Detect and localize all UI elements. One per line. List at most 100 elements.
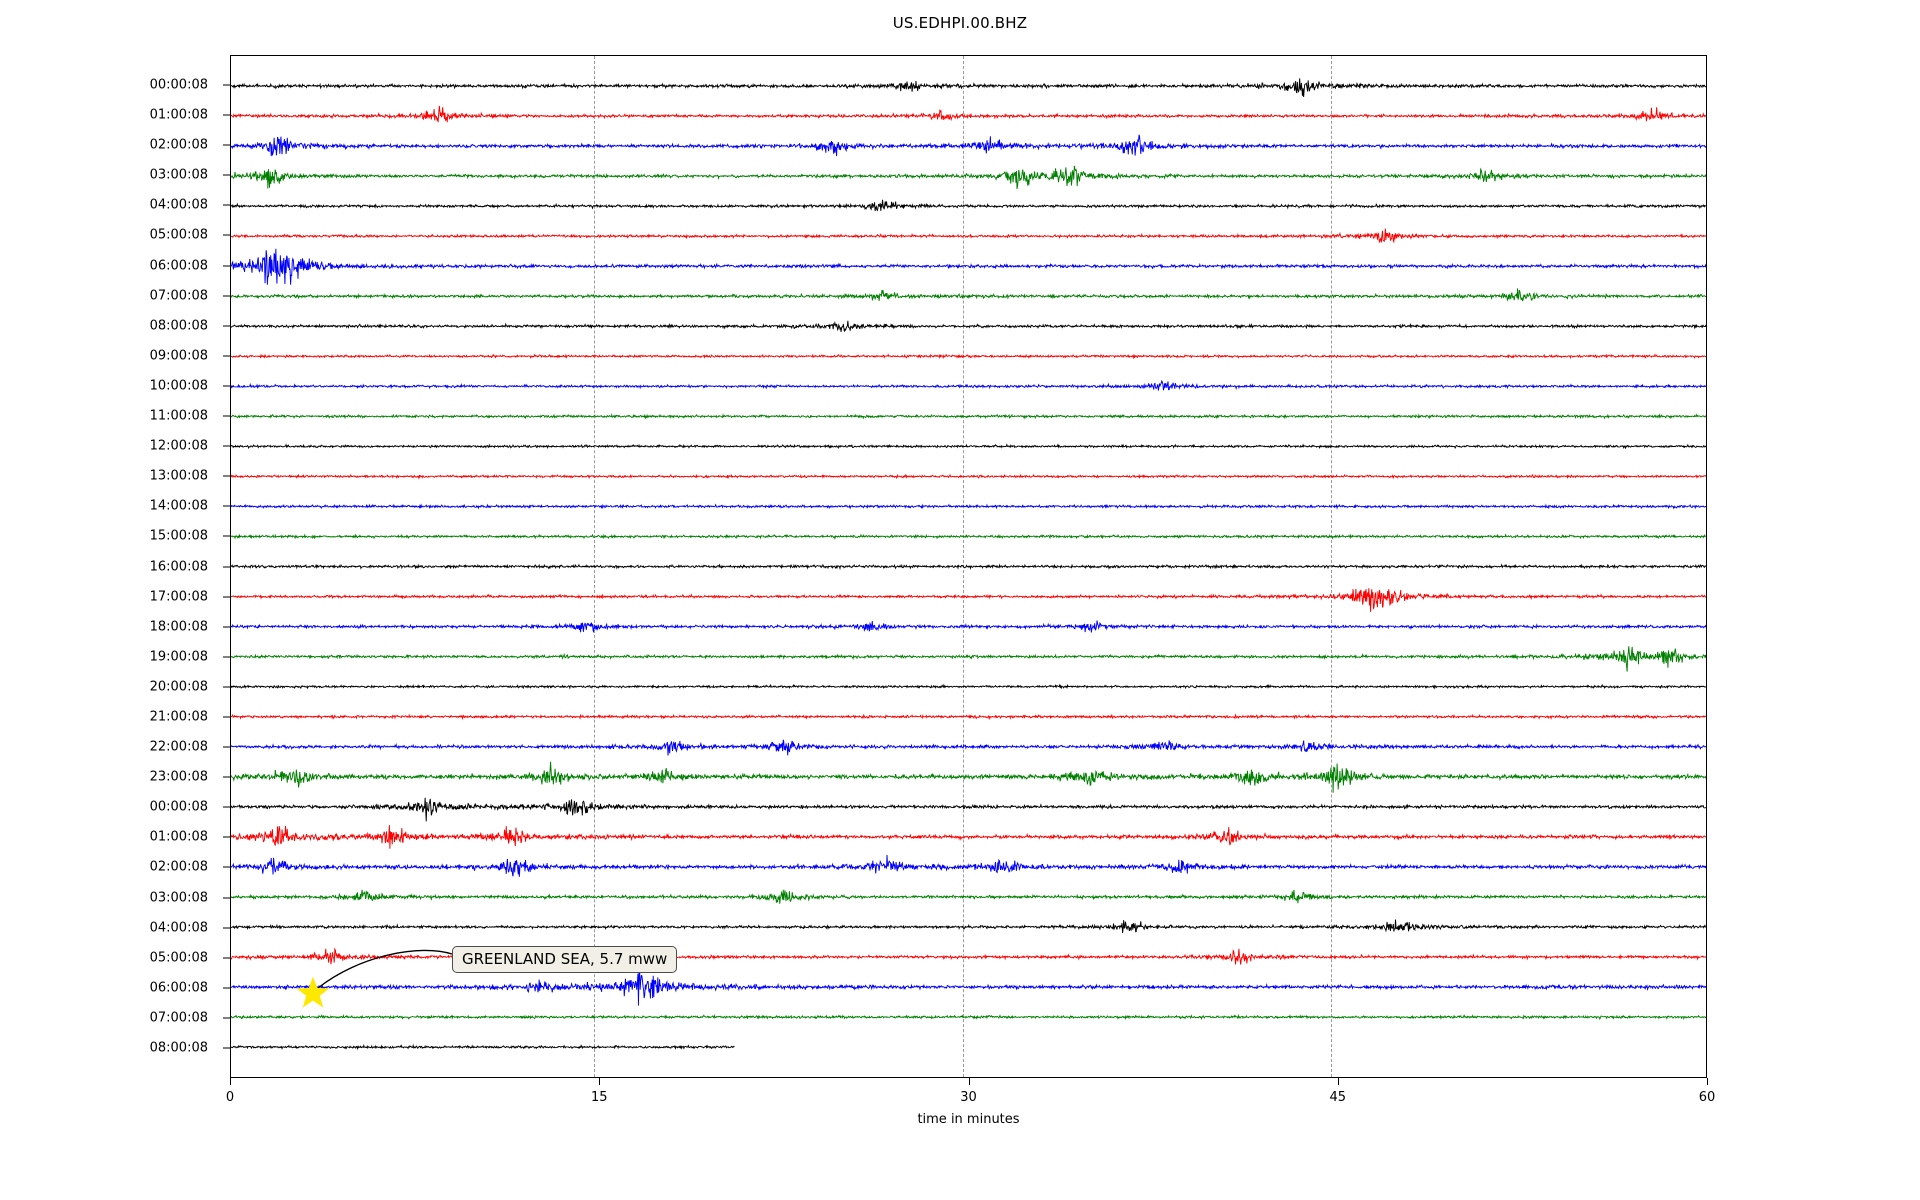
gridline-15: [593, 56, 595, 1077]
waveform-trace: [231, 683, 1706, 690]
y-tick-label: 20:00:08: [149, 679, 208, 695]
y-tick-label: 07:00:08: [149, 1010, 208, 1026]
waveform-trace: [231, 379, 1706, 391]
y-tick-label: 09:00:08: [149, 348, 208, 364]
waveform-trace: [231, 889, 1706, 904]
y-tick-label: 11:00:08: [149, 408, 208, 424]
y-tick-mark: [223, 535, 230, 537]
y-tick-mark: [223, 114, 230, 116]
y-tick-label: 21:00:08: [149, 709, 208, 725]
y-tick-mark: [223, 174, 230, 176]
y-tick-label: 07:00:08: [149, 288, 208, 304]
y-tick-label: 18:00:08: [149, 619, 208, 635]
event-annotation-label: GREENLAND SEA, 5.7 mww: [452, 946, 678, 973]
y-tick-mark: [223, 295, 230, 297]
waveform-trace: [231, 320, 1706, 333]
waveform-trace: [231, 443, 1706, 450]
waveform-trace: [231, 248, 1706, 285]
y-tick-label: 17:00:08: [149, 589, 208, 605]
y-tick-mark: [223, 325, 230, 327]
y-tick-mark: [223, 927, 230, 929]
waveform-trace: [231, 646, 1706, 672]
y-tick-mark: [223, 505, 230, 507]
waveform-trace: [231, 739, 1706, 756]
y-tick-label: 13:00:08: [149, 468, 208, 484]
y-tick-mark: [223, 596, 230, 598]
y-tick-mark: [223, 415, 230, 417]
waveform-trace: [231, 563, 1706, 571]
y-tick-label: 00:00:08: [149, 799, 208, 815]
y-tick-label: 08:00:08: [149, 318, 208, 334]
y-tick-mark: [223, 626, 230, 628]
y-tick-mark: [223, 716, 230, 718]
y-tick-mark: [223, 475, 230, 477]
waveform-trace: [231, 199, 1706, 212]
x-tick-label: 45: [1329, 1090, 1347, 1105]
waveform-trace: [231, 413, 1706, 420]
y-tick-mark: [223, 355, 230, 357]
waveform-trace: [231, 588, 1706, 612]
x-axis-label: time in minutes: [917, 1112, 1020, 1127]
y-tick-label: 06:00:08: [149, 258, 208, 274]
waveform-trace: [231, 620, 1706, 634]
y-tick-label: 22:00:08: [149, 739, 208, 755]
y-tick-mark: [223, 806, 230, 808]
y-tick-label: 02:00:08: [149, 137, 208, 153]
waveform-trace: [231, 78, 1706, 97]
waveform-trace: [231, 761, 1706, 793]
x-tick-mark: [230, 1078, 231, 1085]
waveform-trace: [231, 797, 1706, 822]
y-tick-label: 04:00:08: [149, 920, 208, 936]
helicorder-plot-area: [230, 55, 1707, 1078]
y-tick-mark: [223, 866, 230, 868]
event-star-icon: [296, 976, 330, 1008]
y-tick-label: 05:00:08: [149, 950, 208, 966]
waveform-trace: [231, 1013, 1706, 1021]
waveform-trace: [231, 288, 1706, 302]
y-tick-mark: [223, 265, 230, 267]
y-tick-label: 06:00:08: [149, 980, 208, 996]
y-tick-label: 10:00:08: [149, 378, 208, 394]
y-tick-label: 08:00:08: [149, 1040, 208, 1056]
y-tick-label: 02:00:08: [149, 859, 208, 875]
x-tick-mark: [1707, 1078, 1708, 1085]
y-tick-label: 16:00:08: [149, 559, 208, 574]
waveform-trace: [231, 353, 1706, 360]
y-tick-label: 19:00:08: [149, 649, 208, 665]
y-tick-mark: [223, 987, 230, 989]
page-title: US.EDHPI.00.BHZ: [892, 14, 1028, 32]
y-tick-mark: [223, 897, 230, 899]
waveform-trace: [231, 503, 1706, 510]
waveform-trace: [231, 473, 1706, 480]
y-tick-label: 15:00:08: [149, 528, 208, 544]
waveform-trace: [231, 165, 1706, 190]
y-tick-mark: [223, 746, 230, 748]
waveform-trace: [231, 134, 1706, 157]
waveform-traces: [231, 78, 1706, 1051]
y-tick-mark: [223, 566, 230, 567]
waveform-trace: [231, 970, 1706, 1006]
waveform-trace: [231, 825, 1706, 849]
gridline-30: [962, 56, 964, 1077]
waveform-trace: [231, 1043, 735, 1051]
y-tick-mark: [223, 836, 230, 838]
y-tick-mark: [223, 445, 230, 447]
x-tick-label: 0: [225, 1090, 235, 1105]
y-tick-mark: [223, 1017, 230, 1019]
y-tick-mark: [223, 957, 230, 959]
x-axis-tick-labels: 0 15 30 45 60: [226, 1078, 1715, 1118]
x-tick-mark: [1337, 1078, 1339, 1085]
y-tick-mark: [223, 1047, 230, 1049]
y-tick-label: 05:00:08: [149, 227, 208, 243]
x-tick-label: 15: [590, 1090, 608, 1105]
y-tick-label: 03:00:08: [149, 890, 208, 906]
y-tick-mark: [223, 144, 230, 146]
x-tick-mark: [968, 1078, 970, 1085]
y-tick-label: 01:00:08: [149, 829, 208, 845]
x-tick-label: 60: [1698, 1090, 1716, 1105]
y-tick-label: 00:00:08: [149, 77, 208, 93]
x-tick-label: 30: [960, 1090, 977, 1105]
waveform-trace: [231, 533, 1706, 540]
y-tick-label: 23:00:08: [149, 769, 208, 785]
